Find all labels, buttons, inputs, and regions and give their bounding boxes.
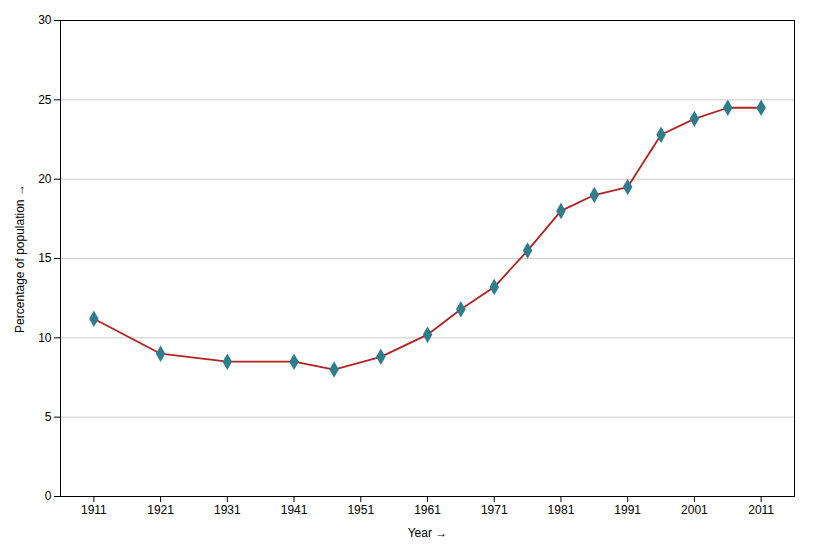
svg-text:1961: 1961	[414, 503, 441, 517]
svg-text:Year →: Year →	[408, 526, 448, 540]
svg-text:1951: 1951	[347, 503, 374, 517]
svg-text:1911: 1911	[81, 503, 107, 517]
svg-text:1921: 1921	[147, 503, 174, 517]
svg-text:0: 0	[45, 489, 52, 503]
svg-text:15: 15	[38, 251, 52, 265]
svg-text:1981: 1981	[548, 503, 575, 517]
svg-text:2001: 2001	[681, 503, 708, 517]
svg-text:10: 10	[38, 331, 52, 345]
svg-text:30: 30	[38, 13, 52, 27]
svg-text:1991: 1991	[614, 503, 641, 517]
svg-text:5: 5	[45, 410, 52, 424]
svg-text:Percentage of population →: Percentage of population →	[13, 184, 27, 333]
svg-text:1971: 1971	[481, 503, 508, 517]
svg-text:2011: 2011	[748, 503, 774, 517]
svg-text:1941: 1941	[281, 503, 308, 517]
svg-text:1931: 1931	[214, 503, 241, 517]
svg-text:20: 20	[38, 172, 52, 186]
svg-text:25: 25	[38, 93, 52, 107]
